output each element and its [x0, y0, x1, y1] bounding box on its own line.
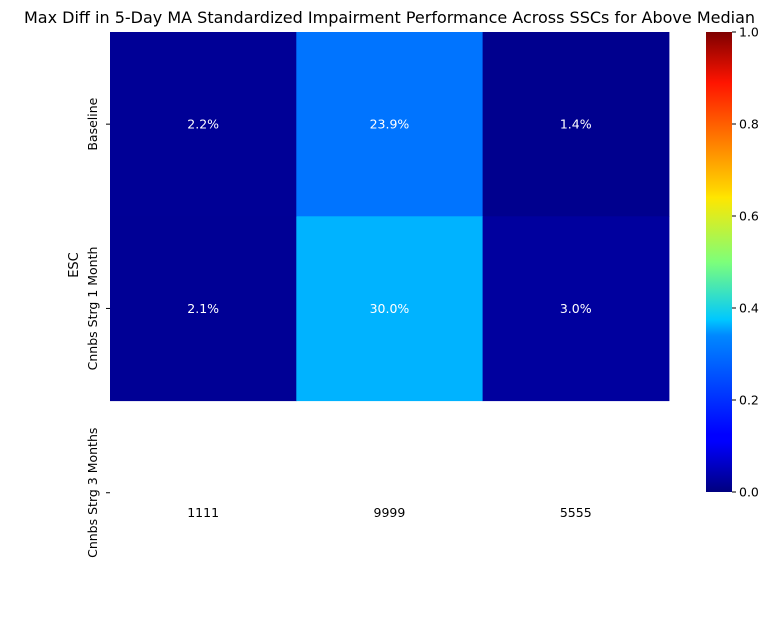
- y-axis-ticks: Baseline Cnnbs Strg 1 Month Cnnbs Strg 3 M…: [85, 97, 110, 558]
- y-tick-label: Cnnbs Strg 3 Months: [85, 428, 100, 558]
- colorbar-tick-label: 0.6: [739, 209, 759, 224]
- heatmap-cell: [110, 32, 297, 217]
- cell-value-label: 2.1%: [187, 301, 219, 316]
- cell-value-label: 2.2%: [187, 117, 219, 132]
- x-axis-ticks: 1111 9999 5555: [187, 505, 591, 520]
- heatmap-cell: [296, 216, 484, 402]
- colorbar-tick-label: 0.2: [739, 393, 759, 408]
- x-tick-label: 5555: [560, 505, 592, 520]
- colorbar: [706, 32, 732, 492]
- heatmap-cell: [482, 32, 670, 217]
- heatmap-cell: [482, 216, 670, 402]
- heatmap-cell: [296, 32, 484, 217]
- cell-value-label: 3.0%: [560, 301, 592, 316]
- cell-value-label: 23.9%: [370, 117, 410, 132]
- colorbar-ticks: 0.0 0.2 0.4 0.6 0.8 1.0: [732, 25, 759, 500]
- heatmap-cell: [110, 216, 297, 402]
- colorbar-tick-label: 0.8: [739, 117, 759, 132]
- colorbar-tick-label: 0.0: [739, 485, 759, 500]
- y-axis-label: ESC: [67, 252, 82, 278]
- colorbar-tick-label: 0.4: [739, 301, 759, 316]
- cell-value-label: 30.0%: [370, 301, 410, 316]
- cell-labels: 2.2% 23.9% 1.4% 2.1% 30.0% 3.0%: [187, 117, 591, 316]
- heatmap-cells: [110, 32, 670, 402]
- y-tick-label: Cnnbs Strg 1 Month: [85, 247, 100, 371]
- x-tick-label: 1111: [187, 505, 219, 520]
- chart-title: Max Diff in 5-Day MA Standardized Impair…: [23, 8, 756, 27]
- x-tick-label: 9999: [374, 505, 406, 520]
- colorbar-tick-label: 1.0: [739, 25, 759, 40]
- cell-value-label: 1.4%: [560, 117, 592, 132]
- y-tick-label: Baseline: [85, 97, 100, 150]
